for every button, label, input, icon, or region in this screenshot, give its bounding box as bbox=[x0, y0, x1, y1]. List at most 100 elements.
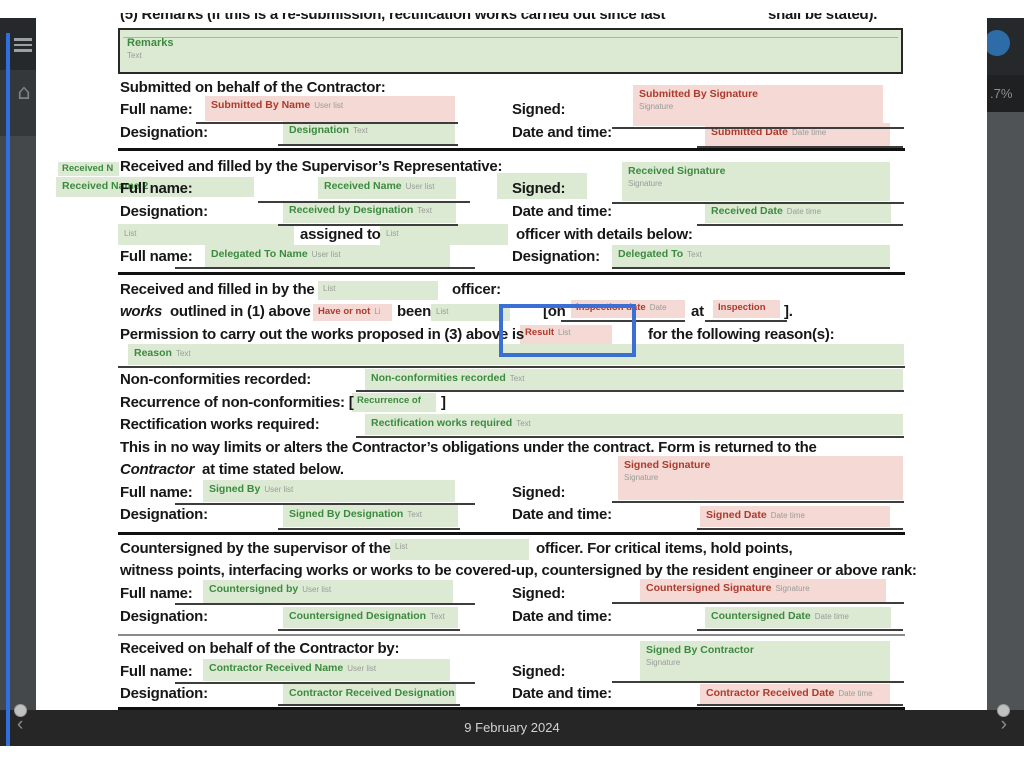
field-rectification[interactable]: Rectification works required Text bbox=[365, 414, 903, 435]
field-contractor-received-designation[interactable]: Contractor Received Designation bbox=[283, 684, 456, 705]
field-type: Text bbox=[509, 374, 525, 383]
form-line bbox=[258, 201, 470, 203]
field-submitted-by-signature[interactable]: Submitted By Signature Signature bbox=[633, 85, 883, 126]
previous-page-icon[interactable]: ‹ bbox=[17, 714, 24, 735]
field-type: Signature bbox=[628, 179, 663, 189]
field-signed-by-designation[interactable]: Signed By Designation Text bbox=[283, 505, 458, 527]
field-inspection[interactable]: Inspection bbox=[713, 300, 780, 318]
form-line bbox=[612, 267, 890, 269]
field-list-left[interactable]: List bbox=[118, 224, 294, 245]
field-type: User list bbox=[302, 585, 332, 594]
field-received-by-designation[interactable]: Received by Designation Text bbox=[283, 201, 456, 223]
field-label: Signed By Designation bbox=[289, 508, 404, 520]
field-label: Submitted By Signature bbox=[639, 88, 759, 100]
form-line bbox=[697, 629, 903, 631]
form-line bbox=[612, 681, 904, 683]
field-received-n[interactable]: Received N bbox=[58, 162, 119, 176]
field-countersigned-signature[interactable]: Countersigned Signature Signature bbox=[640, 579, 886, 602]
drag-handle-left[interactable] bbox=[14, 704, 27, 717]
field-signed-by[interactable]: Signed By User list bbox=[203, 480, 455, 502]
field-countersigned-date[interactable]: Countersigned Date Date time bbox=[705, 607, 891, 628]
blue-circle-button[interactable] bbox=[987, 30, 1010, 56]
field-result[interactable]: Result List bbox=[520, 325, 612, 344]
field-have-or-not[interactable]: Have or not Li bbox=[313, 304, 392, 321]
form-text: assigned to bbox=[300, 226, 381, 243]
form-text: Received and filled in by the bbox=[120, 281, 315, 298]
field-type: List bbox=[323, 284, 336, 293]
form-label: Full name: bbox=[120, 101, 193, 118]
field-label: Received Name 2 bbox=[62, 180, 149, 192]
field-signed-by-contractor[interactable]: Signed By Contractor Signature bbox=[640, 641, 890, 681]
form-top-line: (5) Remarks (if this is a re-submission,… bbox=[118, 13, 908, 24]
field-countersigned-designation[interactable]: Countersigned Designation Text bbox=[283, 607, 458, 628]
field-label: Result bbox=[525, 327, 555, 338]
field-type: Text bbox=[516, 419, 531, 428]
field-recurrence[interactable]: Recurrence of bbox=[352, 393, 436, 412]
field-countersigned-by[interactable]: Countersigned by User list bbox=[203, 580, 453, 603]
field-remarks[interactable]: Remarks Text bbox=[118, 28, 903, 74]
field-type: List bbox=[124, 229, 137, 238]
field-list-officer[interactable]: List bbox=[318, 281, 438, 300]
field-list-supervisor[interactable]: List bbox=[390, 539, 529, 560]
menu-icon[interactable] bbox=[14, 38, 32, 52]
field-contractor-received-date[interactable]: Contractor Received Date Date time bbox=[700, 684, 890, 705]
field-contractor-received-name[interactable]: Contractor Received Name User list bbox=[203, 659, 450, 681]
drag-handle-right[interactable] bbox=[997, 704, 1010, 717]
form-text: officer with details below: bbox=[516, 226, 693, 243]
form-line bbox=[278, 144, 458, 146]
field-non-conformities[interactable]: Non-conformities recorded Text bbox=[365, 369, 903, 390]
field-signed-date[interactable]: Signed Date Date time bbox=[700, 506, 890, 527]
annotation-line[interactable] bbox=[6, 33, 10, 746]
form-line bbox=[612, 127, 904, 129]
field-list-assigned[interactable]: List bbox=[380, 224, 508, 245]
section-divider bbox=[118, 272, 905, 275]
field-label: Contractor Received Name bbox=[209, 662, 344, 674]
form-label: Designation: bbox=[120, 203, 208, 220]
form-text: shall be stated). bbox=[768, 13, 878, 23]
field-list-been[interactable]: List bbox=[431, 304, 510, 321]
form-label: Full name: bbox=[120, 585, 193, 602]
field-unlabeled[interactable] bbox=[497, 173, 587, 199]
field-type: Text bbox=[175, 349, 191, 358]
form-label: Designation: bbox=[120, 124, 208, 141]
field-type: User list bbox=[314, 101, 344, 110]
field-label: Signed By bbox=[209, 483, 261, 495]
field-designation[interactable]: Designation Text bbox=[283, 121, 455, 144]
form-label: Full name: bbox=[120, 248, 193, 265]
field-label: Countersigned Designation bbox=[289, 610, 427, 622]
form-label: Rectification works required: bbox=[120, 416, 320, 433]
field-type: Text bbox=[430, 612, 445, 621]
form-label: Designation: bbox=[120, 608, 208, 625]
form-label: Full name: bbox=[120, 663, 193, 680]
form-text: officer: bbox=[452, 281, 501, 298]
field-submitted-by-name[interactable]: Submitted By Name User list bbox=[205, 96, 455, 121]
field-received-name[interactable]: Received Name User list bbox=[318, 177, 456, 199]
field-delegated-to[interactable]: Delegated To Text bbox=[612, 245, 890, 267]
form-text: Contractor bbox=[120, 461, 195, 478]
field-delegated-to-name[interactable]: Delegated To Name User list bbox=[205, 245, 450, 267]
field-signed-signature[interactable]: Signed Signature Signature bbox=[618, 456, 903, 500]
form-line bbox=[175, 503, 475, 505]
field-type: User list bbox=[311, 250, 341, 259]
field-received-name-2[interactable]: Received Name 2 bbox=[56, 177, 254, 197]
next-page-icon[interactable]: › bbox=[1000, 714, 1007, 735]
home-icon[interactable]: ⌂ bbox=[17, 80, 31, 104]
field-type: Date time bbox=[792, 128, 827, 137]
field-type: Date time bbox=[838, 689, 873, 698]
field-type: User list bbox=[405, 182, 435, 191]
form-text: (5) Remarks (if this is a re-submission,… bbox=[120, 13, 666, 23]
form-text: Countersigned by the supervisor of the bbox=[120, 540, 391, 557]
form-text: Permission to carry out the works propos… bbox=[120, 326, 524, 343]
field-received-signature[interactable]: Received Signature Signature bbox=[622, 162, 890, 201]
field-label: Have or not bbox=[318, 306, 371, 317]
section-title: Submitted on behalf of the Contractor: bbox=[120, 79, 386, 96]
field-type: Signature bbox=[646, 658, 681, 668]
form-label: Date and time: bbox=[512, 608, 612, 625]
field-type: User list bbox=[347, 664, 377, 673]
bottom-bar: ‹ 9 February 2024 › bbox=[0, 710, 1024, 746]
field-received-date[interactable]: Received Date Date time bbox=[705, 202, 891, 223]
form-text: officer. For critical items, hold points… bbox=[536, 540, 793, 557]
selection-rectangle[interactable] bbox=[499, 304, 636, 357]
form-label: Signed: bbox=[512, 101, 566, 118]
section-title: Received and filled by the Supervisor’s … bbox=[120, 158, 503, 175]
